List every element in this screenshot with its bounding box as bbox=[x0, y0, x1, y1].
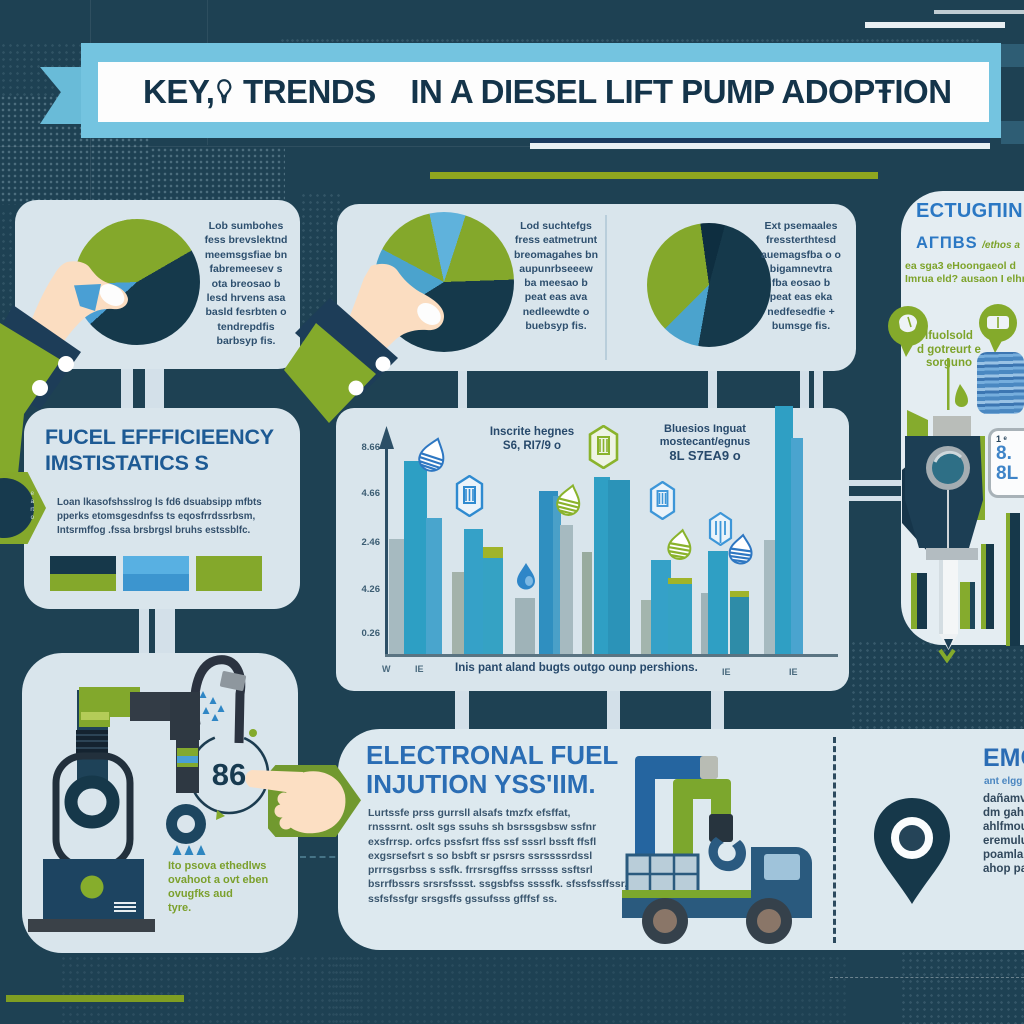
svg-text:ovahoot a ovt eben: ovahoot a ovt eben bbox=[168, 874, 269, 886]
svg-text:ovugfks aud: ovugfks aud bbox=[168, 888, 233, 900]
svg-text:Ito psova ethedlws: Ito psova ethedlws bbox=[168, 860, 266, 872]
svg-text:tyre.: tyre. bbox=[168, 902, 191, 914]
svg-text:86: 86 bbox=[212, 757, 246, 792]
